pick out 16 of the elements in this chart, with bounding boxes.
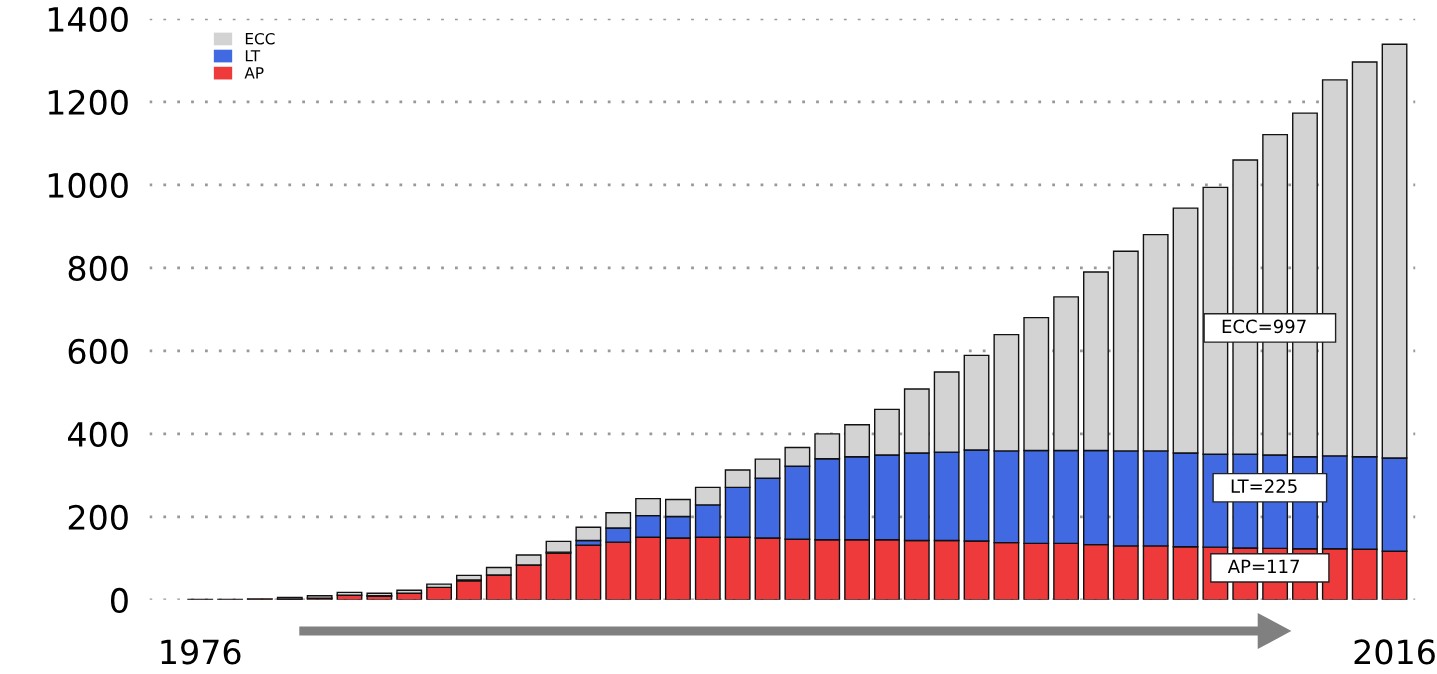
legend-label: LT (245, 50, 261, 62)
y-tick-label: 1000 (48, 172, 128, 199)
y-tick-label: 1200 (48, 89, 128, 116)
legend-label: AP (244, 67, 264, 79)
y-tick-label: 600 (68, 338, 128, 364)
y-tick-label: 200 (68, 504, 128, 530)
y-tick-label: 800 (68, 255, 128, 281)
annotation: AP=117 (1227, 559, 1299, 573)
x-tick-label: 1976 (161, 639, 241, 665)
x-tick-label: 2016 (1354, 639, 1435, 665)
annotation: ECC=997 (1222, 319, 1306, 334)
annotation: LT=225 (1231, 479, 1297, 493)
legend-label: ECC (245, 32, 275, 45)
y-tick-label: 400 (68, 421, 128, 447)
y-tick-label: 0 (110, 587, 128, 613)
y-tick-label: 1400 (48, 6, 128, 33)
